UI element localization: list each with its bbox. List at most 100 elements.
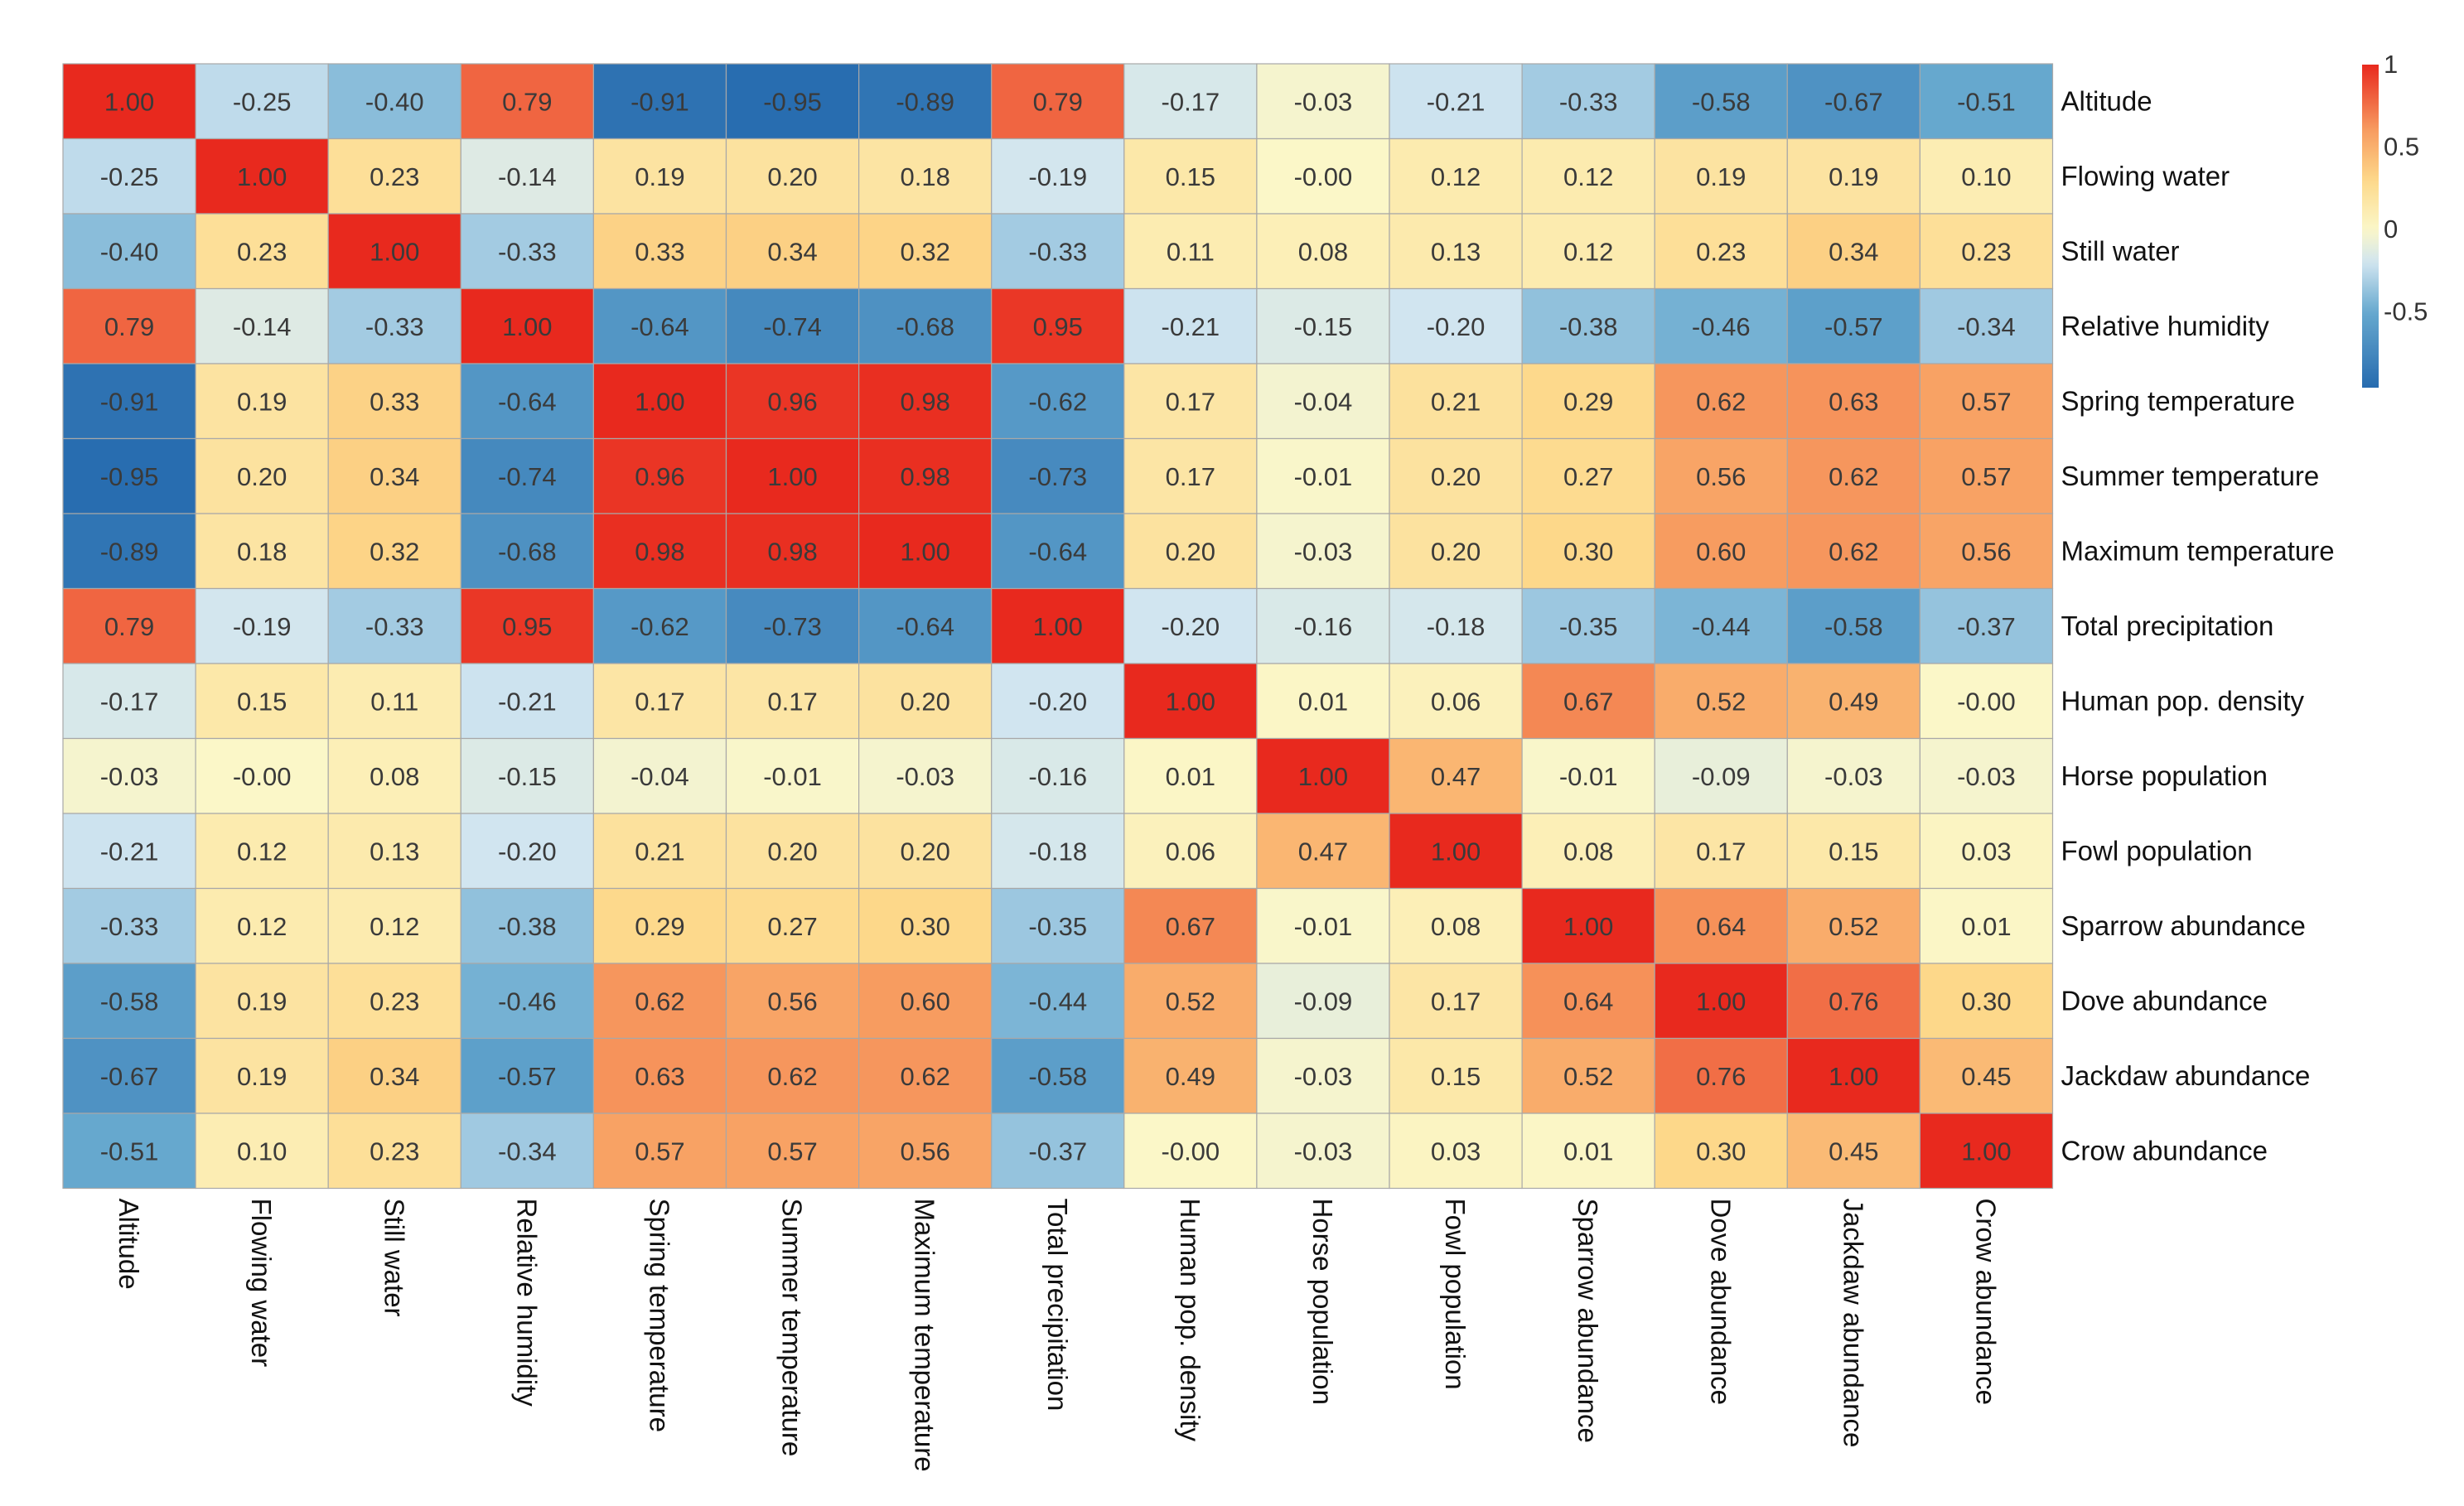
cell-value: 0.32 <box>900 237 949 266</box>
cell-value: 0.03 <box>1431 1137 1481 1166</box>
cell-value: -0.89 <box>896 87 954 116</box>
cell-value: 0.19 <box>635 162 684 191</box>
heatmap-cell <box>592 813 727 890</box>
heatmap-cells: 1.00 -0.25 -0.40 0.79 -0.91 -0.95 -0.89 0.79 -0.… <box>62 63 2054 1190</box>
cell-value: -0.04 <box>630 762 689 791</box>
cell-value: -0.21 <box>498 687 557 716</box>
cell-value: -0.35 <box>1028 912 1087 941</box>
cell-value: -0.01 <box>1294 912 1353 941</box>
heatmap-cell <box>62 963 196 1040</box>
cell-value: -0.51 <box>1957 87 2016 116</box>
cell-value: -0.01 <box>763 762 822 791</box>
heatmap-cell <box>1654 1037 1788 1114</box>
cell-value: -0.73 <box>1028 462 1087 491</box>
column-label: Relative humidity <box>511 1199 542 1407</box>
heatmap-cell <box>1919 737 2054 814</box>
cell-value: 0.76 <box>1829 987 1878 1016</box>
cell-value: -0.46 <box>1692 312 1751 341</box>
cell-value: 0.06 <box>1431 687 1481 716</box>
cell-value: 0.45 <box>1829 1137 1878 1166</box>
cell-value: 1.00 <box>1563 912 1613 941</box>
heatmap-cell <box>991 813 1125 890</box>
heatmap-cell <box>1123 363 1258 440</box>
heatmap-cell <box>1919 663 2054 740</box>
heatmap-cell <box>327 287 461 364</box>
heatmap-cell <box>858 1113 993 1190</box>
cell-value: 0.01 <box>1961 912 2011 941</box>
heatmap-cell <box>991 587 1125 664</box>
heatmap-cell <box>991 63 1125 140</box>
cell-value: -0.15 <box>498 762 557 791</box>
cell-value: -0.46 <box>498 987 557 1016</box>
heatmap-cell <box>1521 287 1655 364</box>
cell-value: -0.51 <box>100 1137 159 1166</box>
cell-value: 0.10 <box>1961 162 2011 191</box>
row-label: Horse population <box>2061 760 2268 791</box>
cell-value: -0.58 <box>1824 612 1883 641</box>
legend-tick-label: -0.5 <box>2384 297 2428 326</box>
cell-value: -0.64 <box>630 312 689 341</box>
row-label: Sparrow abundance <box>2061 910 2306 941</box>
heatmap-cell <box>858 138 993 215</box>
cell-value: 0.60 <box>900 987 949 1016</box>
cell-value: 0.23 <box>1696 237 1746 266</box>
legend-tick-label: 1 <box>2384 50 2398 79</box>
cell-value: 0.52 <box>1563 1062 1613 1091</box>
heatmap-cell <box>1256 63 1390 140</box>
heatmap-cell <box>1786 587 1921 664</box>
heatmap-cell <box>725 363 860 440</box>
cell-value: 0.95 <box>1033 312 1083 341</box>
cell-value: -0.00 <box>233 762 292 791</box>
heatmap-cell <box>1389 887 1523 964</box>
heatmap-cell <box>1521 437 1655 514</box>
cell-value: -0.57 <box>498 1062 557 1091</box>
cell-value: 0.33 <box>370 387 419 416</box>
heatmap-cell <box>1256 663 1390 740</box>
cell-value: -0.20 <box>1162 612 1220 641</box>
cell-value: -0.33 <box>365 312 424 341</box>
heatmap-cell <box>1389 287 1523 364</box>
heatmap-cell <box>592 663 727 740</box>
cell-value: 0.79 <box>1033 87 1083 116</box>
column-label: Dove abundance <box>1705 1199 1736 1406</box>
cell-value: -0.33 <box>100 912 159 941</box>
cell-value: 0.20 <box>767 837 817 866</box>
cell-value: -0.33 <box>1028 237 1087 266</box>
heatmap-cell <box>725 663 860 740</box>
heatmap-cell <box>1919 887 2054 964</box>
heatmap-cell <box>62 287 196 364</box>
cell-value: -0.37 <box>1957 612 2016 641</box>
heatmap-cell <box>1521 887 1655 964</box>
heatmap-cell <box>1786 363 1921 440</box>
heatmap-cell <box>1256 287 1390 364</box>
heatmap-cell <box>1919 813 2054 890</box>
heatmap-cell <box>1919 963 2054 1040</box>
cell-value: -0.20 <box>498 837 557 866</box>
heatmap-cell <box>62 213 196 290</box>
column-label: Still water <box>379 1199 409 1317</box>
cell-value: 0.30 <box>900 912 949 941</box>
cell-value: 0.15 <box>1829 837 1878 866</box>
heatmap-cell <box>62 1037 196 1114</box>
cell-value: -0.58 <box>100 987 159 1016</box>
cell-value: 0.11 <box>370 687 418 716</box>
cell-value: 0.08 <box>1298 237 1348 266</box>
cell-value: 1.00 <box>1298 762 1348 791</box>
heatmap-cell <box>725 287 860 364</box>
heatmap-cell <box>1521 513 1655 590</box>
cell-value: -0.57 <box>1824 312 1883 341</box>
cell-value: 1.00 <box>1166 687 1215 716</box>
cell-value: 0.98 <box>635 537 684 566</box>
heatmap-cell <box>1256 213 1390 290</box>
heatmap-cell <box>1521 1037 1655 1114</box>
cell-value: 0.76 <box>1696 1062 1746 1091</box>
heatmap-cell <box>592 513 727 590</box>
heatmap-cell <box>991 513 1125 590</box>
heatmap-cell <box>62 513 196 590</box>
heatmap-cell <box>1521 138 1655 215</box>
cell-value: 0.67 <box>1166 912 1215 941</box>
heatmap-cell <box>1123 887 1258 964</box>
cell-value: 0.19 <box>237 987 287 1016</box>
heatmap-cell <box>1919 213 2054 290</box>
cell-value: -0.04 <box>1294 387 1353 416</box>
